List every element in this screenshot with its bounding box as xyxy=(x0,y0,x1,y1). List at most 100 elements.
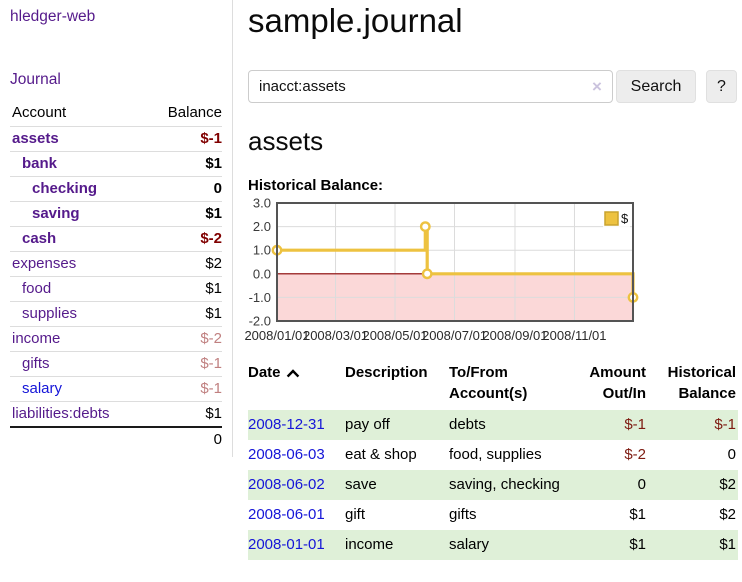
account-link[interactable]: salary xyxy=(22,380,63,397)
legend-label: $ xyxy=(621,211,629,226)
data-point-marker xyxy=(419,221,431,233)
transaction-amount-cell: $1 xyxy=(629,506,646,523)
transaction-amount-cell: $-1 xyxy=(571,410,648,440)
account-link[interactable]: assets xyxy=(12,130,59,147)
transaction-date-link[interactable]: 2008-01-01 xyxy=(248,536,325,553)
account-link[interactable]: food xyxy=(22,280,52,297)
transaction-date-cell: 2008-01-01 xyxy=(248,530,345,560)
register-table-body: 2008-12-31 pay off debts $-1 $-1 2008-06-03 ea… xyxy=(248,410,738,560)
account-balance: $-1 xyxy=(145,376,222,402)
register-header-accounts: To/From Account(s) xyxy=(449,364,528,402)
transaction-accounts-cell: salary xyxy=(449,530,571,560)
account-row: bank $1 xyxy=(10,151,222,177)
transaction-date-link[interactable]: 2008-12-31 xyxy=(248,416,325,433)
x-axis-tick-label: 2008/05/01 xyxy=(362,328,427,343)
search-input[interactable] xyxy=(248,70,613,103)
transaction-date-cell: 2008-12-31 xyxy=(248,410,345,440)
account-balance: $1 xyxy=(145,201,222,227)
x-axis-tick-label: 2008/09/01 xyxy=(482,328,547,343)
transaction-date-link[interactable]: 2008-06-03 xyxy=(248,446,325,463)
transaction-amount-cell: $-2 xyxy=(624,446,646,463)
account-heading: assets xyxy=(248,126,324,156)
account-balance: $1 xyxy=(145,301,222,327)
transaction-accounts-cell: debts xyxy=(449,410,571,440)
register-header-row: Date Description To/From Account(s) Amoun… xyxy=(248,360,738,410)
accounts-table-header: Account Balance xyxy=(10,100,222,127)
transaction-amount-cell: $1 xyxy=(571,530,648,560)
transaction-balance-cell: $2 xyxy=(719,506,736,523)
account-link[interactable]: checking xyxy=(32,180,98,197)
transaction-description-cell: gift xyxy=(345,506,366,523)
accounts-total-row: 0 xyxy=(10,426,222,452)
chart-title: Historical Balance: xyxy=(248,177,384,194)
transaction-balance-cell: 0 xyxy=(727,446,736,463)
account-balance: $-1 xyxy=(145,351,222,377)
register-header-date[interactable]: Date xyxy=(248,360,345,410)
account-link[interactable]: saving xyxy=(32,205,80,222)
account-row: cash $-2 xyxy=(10,226,222,252)
transaction-date-link[interactable]: 2008-06-02 xyxy=(248,476,325,493)
account-link[interactable]: cash xyxy=(22,230,57,247)
transaction-description-cell: income xyxy=(345,530,449,560)
transaction-balance-cell: $2 xyxy=(648,470,738,500)
transaction-row: 2008-06-03 eat & shop food, supplies $-2 0 xyxy=(248,440,738,470)
page-title: sample.journal xyxy=(248,2,463,39)
account-row: expenses $2 xyxy=(10,251,222,277)
account-row: gifts $-1 xyxy=(10,351,222,377)
account-row: liabilities:debts $1 xyxy=(10,401,222,427)
accounts-table: Account Balance assets $-1 bank $1 checking 0… xyxy=(10,100,222,452)
transaction-description-cell: save xyxy=(345,470,449,500)
transaction-row: 2008-12-31 pay off debts $-1 $-1 xyxy=(248,410,738,440)
account-row: supplies $1 xyxy=(10,301,222,327)
legend-swatch xyxy=(604,211,619,226)
account-balance: 0 xyxy=(145,176,222,202)
transaction-description-cell: eat & shop xyxy=(345,446,417,463)
account-link[interactable]: expenses xyxy=(12,255,77,272)
transaction-description-cell: pay off xyxy=(345,410,449,440)
register-header-balance: Historical Balance xyxy=(667,364,736,402)
accounts-table-body: assets $-1 bank $1 checking 0 saving $1 cash $-2 e… xyxy=(10,126,222,427)
transaction-row: 2008-01-01 income salary $1 $1 xyxy=(248,530,738,560)
account-balance: $-2 xyxy=(145,326,222,352)
clear-search-icon[interactable]: × xyxy=(592,77,602,96)
accounts-total-spacer xyxy=(10,426,146,452)
y-axis-tick-label: 3.0 xyxy=(253,197,271,211)
account-balance: $1 xyxy=(145,276,222,302)
account-link[interactable]: income xyxy=(12,330,61,347)
x-axis-tick-label: 2008/07/01 xyxy=(422,328,487,343)
sidebar-divider xyxy=(232,0,233,457)
y-axis-tick-label: -1.0 xyxy=(249,290,271,305)
account-link[interactable]: gifts xyxy=(22,355,50,372)
account-row: food $1 xyxy=(10,276,222,302)
account-link[interactable]: liabilities:debts xyxy=(12,405,110,422)
transaction-accounts-cell: gifts xyxy=(449,506,477,523)
x-axis-tick-label: 2008/01/01 xyxy=(244,328,309,343)
accounts-total-value: 0 xyxy=(145,426,222,452)
transaction-date-cell: 2008-06-02 xyxy=(248,470,345,500)
transaction-date-link[interactable]: 2008-06-01 xyxy=(248,506,325,523)
transaction-date-cell: 2008-06-03 xyxy=(248,440,345,470)
y-axis-tick-label: -2.0 xyxy=(249,314,271,329)
y-axis-tick-label: 2.0 xyxy=(253,219,271,234)
search-button[interactable]: Search xyxy=(616,70,696,103)
transaction-row: 2008-06-02 save saving, checking 0 $2 xyxy=(248,470,738,500)
brand-link[interactable]: hledger-web xyxy=(10,8,96,25)
transaction-accounts-cell: saving, checking xyxy=(449,470,571,500)
account-balance: $-1 xyxy=(145,126,222,152)
account-row: salary $-1 xyxy=(10,376,222,402)
sidebar-item-journal[interactable]: Journal xyxy=(10,71,61,88)
sort-ascending-icon xyxy=(286,369,299,378)
transaction-balance-cell: $-1 xyxy=(648,410,738,440)
account-row: income $-2 xyxy=(10,326,222,352)
account-link[interactable]: bank xyxy=(22,155,58,172)
transaction-accounts-cell: food, supplies xyxy=(449,446,542,463)
accounts-header-account: Account xyxy=(12,104,67,121)
account-row: checking 0 xyxy=(10,176,222,202)
account-link[interactable]: supplies xyxy=(22,305,78,322)
help-button[interactable]: ? xyxy=(706,70,737,103)
account-row: saving $1 xyxy=(10,201,222,227)
account-balance: $1 xyxy=(145,151,222,177)
register-table: Date Description To/From Account(s) Amoun… xyxy=(248,360,738,560)
accounts-header-balance: Balance xyxy=(167,104,222,121)
